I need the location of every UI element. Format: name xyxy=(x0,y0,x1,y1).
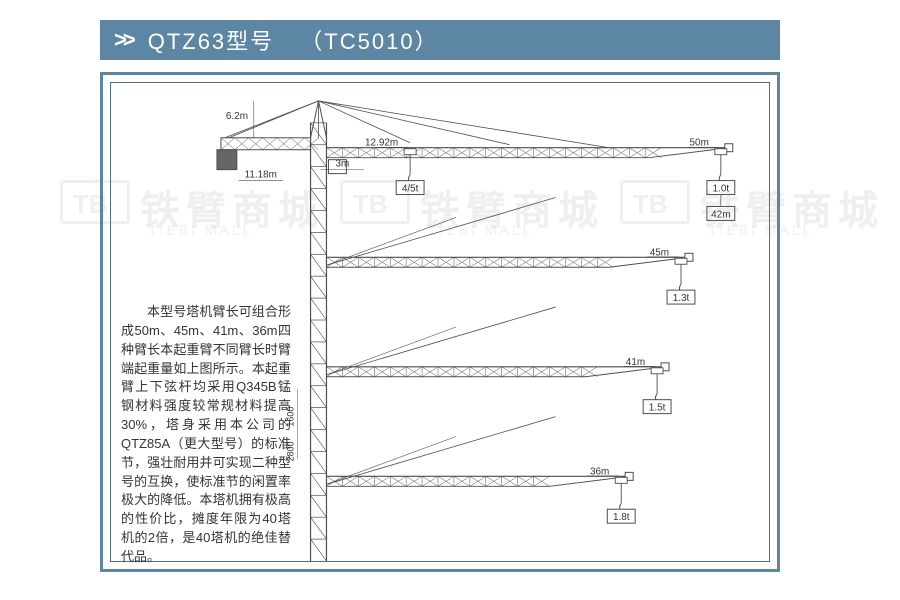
svg-text:6.2m: 6.2m xyxy=(226,111,248,122)
svg-text:3m: 3m xyxy=(336,159,350,170)
chevrons-icon: >> xyxy=(114,27,132,53)
svg-text:1.5t: 1.5t xyxy=(649,403,666,414)
watermark-sub: TIEBI MALL xyxy=(148,222,253,238)
description-text: 本型号塔机臂长可组合形成50m、45m、41m、36m四种臂长本起重臂不同臂长时… xyxy=(121,303,291,567)
diagram-frame-inner: 6.2m11.18m3m12.92m4/5t50m1.0t42m45m1.3t4… xyxy=(110,82,770,562)
diagram-frame-outer: 6.2m11.18m3m12.92m4/5t50m1.0t42m45m1.3t4… xyxy=(100,72,780,572)
watermark-logo xyxy=(60,180,130,224)
model-text: QTZ63型号 xyxy=(148,29,274,54)
watermark-sub: TIEBI MALL xyxy=(428,222,533,238)
model-sub: （TC5010） xyxy=(300,29,438,54)
description-block: 本型号塔机臂长可组合形成50m、45m、41m、36m四种臂长本起重臂不同臂长时… xyxy=(121,303,291,567)
header-bar: >> QTZ63型号 （TC5010） xyxy=(100,20,780,60)
header-title: QTZ63型号 （TC5010） xyxy=(148,24,439,56)
watermark-logo xyxy=(340,180,410,224)
watermark-sub: TIEBI MALL xyxy=(708,222,813,238)
watermark-logo xyxy=(620,180,690,224)
svg-text:1.3t: 1.3t xyxy=(673,293,690,304)
svg-text:1.8t: 1.8t xyxy=(613,512,630,523)
